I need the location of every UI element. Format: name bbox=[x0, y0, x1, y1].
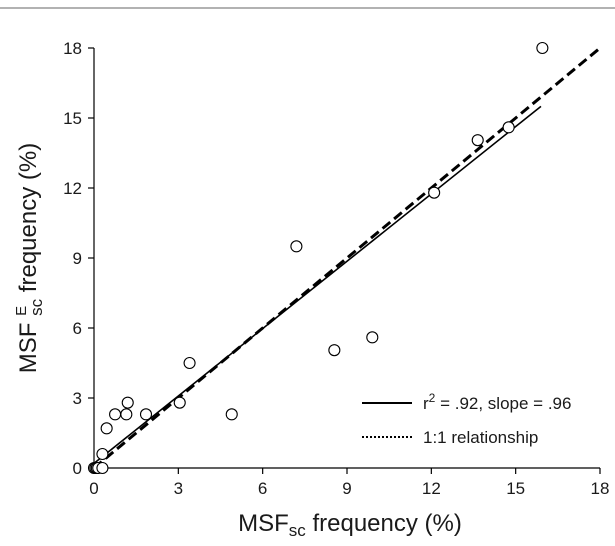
data-point bbox=[100, 422, 113, 435]
y-tick-label: 9 bbox=[73, 249, 82, 268]
data-point bbox=[471, 134, 484, 147]
data-point bbox=[290, 240, 303, 253]
data-points bbox=[87, 41, 549, 475]
data-point bbox=[121, 396, 134, 409]
y-tick-label: 15 bbox=[63, 109, 82, 128]
x-tick-label: 9 bbox=[342, 479, 351, 498]
legend: r2 = .92, slope = .96 1:1 relationship bbox=[362, 391, 571, 447]
data-point bbox=[225, 408, 238, 421]
y-tick-label: 18 bbox=[63, 39, 82, 58]
data-point bbox=[183, 356, 196, 370]
y-axis-title: MSF Esc frequency (%) bbox=[13, 143, 46, 373]
data-point bbox=[120, 408, 133, 421]
y-tick-label: 6 bbox=[73, 319, 82, 338]
x-tick-label: 6 bbox=[258, 479, 267, 498]
data-point bbox=[173, 396, 186, 409]
plot-area: 0 3 6 9 12 15 18 0 3 6 9 12 15 18 bbox=[63, 39, 609, 498]
data-point bbox=[428, 186, 441, 199]
x-tick-label: 18 bbox=[591, 479, 610, 498]
x-axis-title: MSFsc frequency (%) bbox=[238, 510, 462, 540]
x-tick-label: 15 bbox=[506, 479, 525, 498]
data-point bbox=[96, 461, 109, 475]
data-point bbox=[96, 447, 109, 461]
axis-ticks: 0 3 6 9 12 15 18 0 3 6 9 12 15 18 bbox=[63, 39, 609, 498]
data-point bbox=[328, 344, 341, 357]
data-point bbox=[536, 41, 549, 55]
x-tick-label: 3 bbox=[174, 479, 183, 498]
legend-identity-label: 1:1 relationship bbox=[423, 428, 538, 447]
y-tick-label: 12 bbox=[63, 179, 82, 198]
x-tick-label: 0 bbox=[89, 479, 98, 498]
data-point bbox=[139, 408, 153, 421]
legend-fit-label: r2 = .92, slope = .96 bbox=[423, 391, 571, 413]
data-point bbox=[502, 121, 515, 134]
regression-line bbox=[93, 105, 542, 464]
data-point bbox=[109, 408, 122, 421]
y-tick-label: 0 bbox=[73, 459, 82, 478]
y-tick-label: 3 bbox=[73, 389, 82, 408]
x-tick-label: 12 bbox=[422, 479, 441, 498]
data-point bbox=[366, 331, 379, 344]
